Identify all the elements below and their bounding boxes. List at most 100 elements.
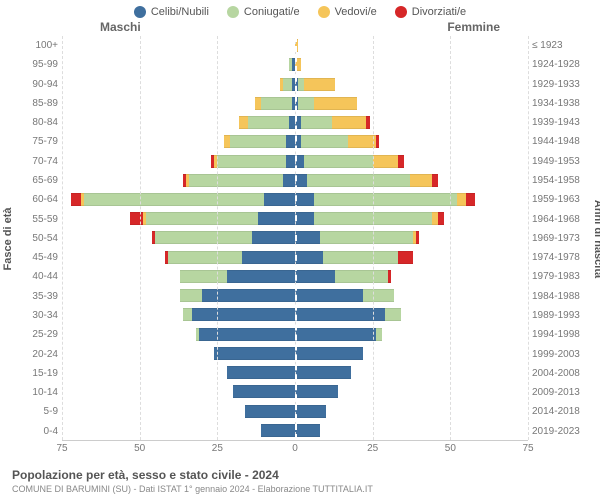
bar-segment (239, 116, 248, 129)
legend-label: Vedovi/e (335, 6, 377, 18)
age-tick: 70-74 (20, 152, 58, 171)
female-side (295, 251, 528, 264)
male-side (62, 193, 295, 206)
bar-segment (438, 212, 444, 225)
age-tick: 60-64 (20, 190, 58, 209)
legend-item: Divorziati/e (395, 6, 466, 18)
bar-segment (230, 135, 286, 148)
bar-segment (295, 270, 335, 283)
male-side (62, 308, 295, 321)
legend-item: Celibi/Nubili (134, 6, 209, 18)
year-tick: 2004-2008 (532, 364, 592, 383)
female-side (295, 231, 528, 244)
bar-segment (264, 193, 295, 206)
male-side (62, 155, 295, 168)
age-tick: 5-9 (20, 402, 58, 421)
bar-segment (323, 251, 398, 264)
legend: Celibi/Nubili Coniugati/e Vedovi/e Divorzia… (0, 0, 600, 20)
female-side (295, 385, 528, 398)
year-tick: 1929-1933 (532, 75, 592, 94)
bar-segment (130, 212, 142, 225)
legend-dot (395, 6, 407, 18)
bar-segment (155, 231, 251, 244)
bar-segment (180, 289, 202, 302)
bar-segment (307, 174, 410, 187)
year-tick: 1949-1953 (532, 152, 592, 171)
bar-segment (227, 270, 295, 283)
female-side (295, 347, 528, 360)
male-side (62, 174, 295, 187)
plot-area (62, 36, 528, 441)
male-side (62, 347, 295, 360)
age-tick: 50-54 (20, 229, 58, 248)
bar-segment (295, 347, 363, 360)
female-side (295, 155, 528, 168)
bar-segment (304, 155, 372, 168)
legend-label: Celibi/Nubili (151, 6, 209, 18)
x-axis: 7550250255075 (62, 443, 528, 457)
male-side (62, 135, 295, 148)
age-tick: 15-19 (20, 364, 58, 383)
female-side (295, 328, 528, 341)
year-tick: 1974-1978 (532, 248, 592, 267)
bar-segment (233, 385, 295, 398)
bar-segment (252, 231, 295, 244)
age-tick: 40-44 (20, 267, 58, 286)
bar-segment (348, 135, 376, 148)
gridline (217, 36, 218, 440)
male-side (62, 97, 295, 110)
bar-segment (295, 289, 363, 302)
legend-dot (134, 6, 146, 18)
legend-label: Coniugati/e (244, 6, 300, 18)
bar-segment (183, 308, 192, 321)
female-side (295, 270, 528, 283)
bar-segment (410, 174, 432, 187)
bar-segment (295, 251, 323, 264)
bar-segment (376, 328, 382, 341)
bar-segment (258, 212, 295, 225)
x-tick: 0 (292, 443, 298, 454)
legend-item: Coniugati/e (227, 6, 300, 18)
age-tick: 95-99 (20, 55, 58, 74)
bar-segment (295, 328, 376, 341)
age-tick: 75-79 (20, 132, 58, 151)
bar-segment (466, 193, 475, 206)
pyramid-chart: Fasce di età Anni di nascita 100+95-9990… (0, 36, 600, 441)
male-side (62, 270, 295, 283)
bar-segment (398, 251, 414, 264)
bar-segment (457, 193, 466, 206)
bar-segment (146, 212, 258, 225)
year-tick: ≤ 1923 (532, 36, 592, 55)
age-tick: 100+ (20, 36, 58, 55)
female-side (295, 308, 528, 321)
bar-segment (286, 135, 295, 148)
bar-segment (295, 193, 314, 206)
age-tick: 55-59 (20, 210, 58, 229)
year-tick: 2014-2018 (532, 402, 592, 421)
bar-segment (320, 231, 413, 244)
female-side (295, 405, 528, 418)
bar-segment (202, 289, 295, 302)
bar-segment (286, 155, 295, 168)
age-tick: 0-4 (20, 422, 58, 441)
ylabel-left: Fasce di età (2, 207, 14, 270)
bar-segment (363, 289, 394, 302)
bar-segment (295, 366, 351, 379)
female-side (295, 424, 528, 437)
female-side (295, 39, 528, 52)
x-tick: 50 (445, 443, 456, 454)
year-tick: 2019-2023 (532, 422, 592, 441)
male-side (62, 58, 295, 71)
legend-label: Divorziati/e (412, 6, 466, 18)
year-tick: 1934-1938 (532, 94, 592, 113)
bar-segment (301, 116, 332, 129)
x-tick: 75 (56, 443, 67, 454)
gridline (450, 36, 451, 440)
bar-segment (248, 116, 288, 129)
bar-segment (168, 251, 243, 264)
year-tick: 1994-1998 (532, 325, 592, 344)
age-tick: 80-84 (20, 113, 58, 132)
age-axis: 100+95-9990-9485-8980-8475-7970-7465-696… (20, 36, 58, 441)
bar-segment (199, 328, 295, 341)
ylabel-right: Anni di nascita (592, 199, 600, 277)
